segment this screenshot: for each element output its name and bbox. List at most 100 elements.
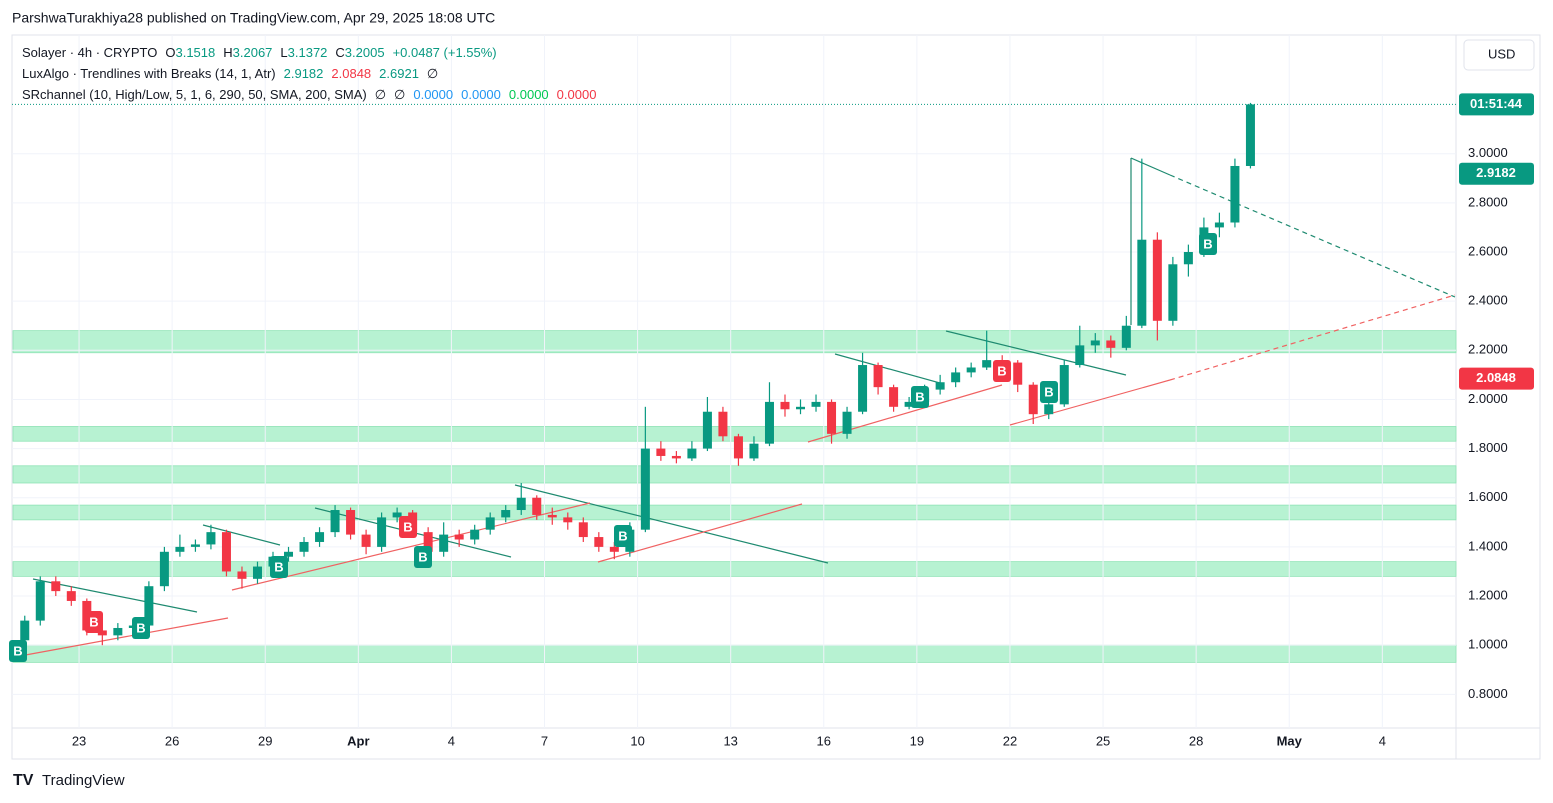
- candle-body: [330, 510, 340, 533]
- candle-body: [454, 534, 464, 540]
- price-tag-label: 2.0848: [1476, 370, 1516, 385]
- candle-body: [1090, 340, 1100, 346]
- candle-body: [1059, 365, 1069, 405]
- candle-body: [640, 448, 650, 530]
- candle-body: [827, 401, 837, 434]
- candle-body: [485, 517, 495, 530]
- y-tick-label: 1.6000: [1468, 489, 1508, 504]
- brand-logo: TV: [13, 772, 34, 789]
- candle-body: [237, 571, 247, 579]
- candle-body: [749, 443, 759, 459]
- legend-item: H: [223, 45, 232, 60]
- signal-label: B: [418, 549, 427, 564]
- signal-label: B: [1044, 384, 1053, 399]
- countdown-label: 01:51:44: [1470, 96, 1523, 111]
- trendline-upper: [834, 353, 941, 384]
- candle-body: [35, 581, 45, 621]
- legend-item: O: [165, 45, 175, 60]
- x-tick-label: 16: [817, 733, 831, 748]
- candle-body: [904, 401, 914, 407]
- x-tick-label: 19: [910, 733, 924, 748]
- currency-button[interactable]: [1463, 39, 1535, 71]
- y-tick-label: 1.4000: [1468, 538, 1508, 553]
- candle-body: [1028, 384, 1038, 415]
- legend-item: Solayer · 4h · CRYPTO: [22, 45, 157, 60]
- legend-item: 2.0848: [331, 66, 371, 81]
- candle-body: [346, 510, 356, 535]
- candle-body: [1168, 264, 1178, 321]
- candle-body: [113, 627, 123, 636]
- x-tick-label: 10: [630, 733, 644, 748]
- candle-body: [1137, 239, 1147, 326]
- signal-label: B: [1203, 236, 1212, 251]
- legend-item: C: [335, 45, 344, 60]
- legend-row: LuxAlgo · Trendlines with Breaks (14, 1,…: [22, 66, 438, 81]
- signal-badge: [614, 525, 632, 547]
- candle-body: [609, 546, 619, 552]
- sr-zone: [12, 330, 1457, 354]
- legend-item: 3.1518: [175, 45, 215, 60]
- sr-zone: [12, 561, 1457, 577]
- y-tick-label: 2.0000: [1468, 391, 1508, 406]
- legend-item: 3.1372: [288, 45, 328, 60]
- trendline-lower: [1009, 379, 1171, 426]
- legend: Solayer · 4h · CRYPTO O3.1518 H3.2067 L3.13…: [22, 45, 596, 102]
- currency-label: USD: [1488, 46, 1515, 61]
- legend-item: 0.0000: [461, 87, 501, 102]
- candle-body: [361, 534, 371, 547]
- candle-body: [982, 360, 992, 368]
- trendlines: [19, 157, 1456, 657]
- trendline-upper: [945, 330, 1127, 376]
- legend-item: 0.0000: [509, 87, 549, 102]
- candle-body: [1214, 222, 1224, 228]
- signal-label: B: [618, 528, 627, 543]
- candle-body: [811, 401, 821, 407]
- signal-label: B: [403, 519, 412, 534]
- y-tick-label: 1.8000: [1468, 440, 1508, 455]
- candle-body: [702, 411, 712, 449]
- legend-item: ∅: [394, 87, 405, 102]
- signal-badge: [1040, 381, 1058, 403]
- y-tick-label: 2.4000: [1468, 293, 1508, 308]
- candle-body: [377, 517, 387, 547]
- trendline-lower: [231, 502, 591, 591]
- x-tick-label: 7: [541, 733, 548, 748]
- x-tick-label: May: [1277, 733, 1303, 748]
- grid: [12, 35, 1456, 728]
- x-tick-label: Apr: [347, 733, 369, 748]
- signal-label: B: [89, 614, 98, 629]
- legend-item: 0.0000: [557, 87, 597, 102]
- candle-body: [1013, 362, 1023, 385]
- x-tick-label: 23: [72, 733, 86, 748]
- candle-body: [780, 401, 790, 410]
- candle-body: [144, 586, 154, 626]
- sr-zone: [12, 465, 1457, 484]
- signal-label: B: [915, 389, 924, 404]
- candle-body: [97, 630, 107, 636]
- candle-body: [532, 497, 542, 515]
- legend-item: 0.0000: [413, 87, 453, 102]
- signal-badge: [911, 386, 929, 408]
- signal-label: B: [997, 363, 1006, 378]
- x-tick-label: 13: [723, 733, 737, 748]
- signal-badge: [9, 640, 27, 662]
- candle-body: [563, 517, 573, 523]
- y-tick-label: 1.2000: [1468, 587, 1508, 602]
- y-tick-label: 2.2000: [1468, 342, 1508, 357]
- candle-body: [315, 532, 325, 542]
- y-tick-label: 2.6000: [1468, 243, 1508, 258]
- candle-body: [1230, 165, 1240, 223]
- publish-title: ParshwaTurakhiya28 published on TradingV…: [12, 10, 495, 26]
- legend-item: ∅: [375, 87, 386, 102]
- signal-badge: [414, 546, 432, 568]
- candle-body: [1183, 251, 1193, 265]
- candle-body: [439, 534, 449, 552]
- candle-body: [1121, 325, 1131, 348]
- candle-body: [1106, 340, 1116, 348]
- candle-body: [221, 532, 231, 572]
- countdown-tag: [1459, 93, 1534, 116]
- y-tick-label: 2.8000: [1468, 194, 1508, 209]
- legend-item: 2.9182: [284, 66, 324, 81]
- candle-body: [873, 365, 883, 388]
